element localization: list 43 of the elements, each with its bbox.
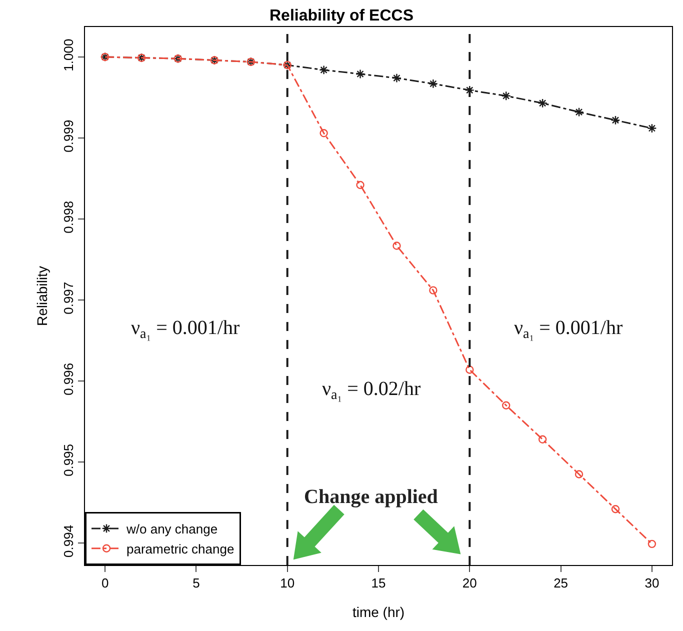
point	[574, 107, 584, 117]
point	[611, 504, 620, 514]
y-tick-label: 0.996	[60, 362, 76, 396]
legend-label: w/o any change	[126, 522, 218, 537]
point	[356, 180, 364, 190]
point	[428, 78, 438, 89]
point	[538, 98, 548, 108]
point	[574, 470, 584, 478]
y-tick-label: 0.994	[60, 524, 76, 558]
y-tick-label: 0.999	[60, 120, 76, 152]
x-tick-label: 0	[101, 576, 109, 591]
point	[464, 85, 474, 95]
x-tick-label: 5	[192, 576, 200, 591]
annotation: ν$_{a₁}$ = 0.001/hr	[131, 317, 240, 342]
annotation: Change applied	[304, 486, 438, 508]
x-tick-label: 10	[280, 576, 295, 591]
x-axis-title: time (hr)	[352, 604, 405, 620]
point	[648, 540, 656, 548]
point	[392, 73, 402, 83]
point	[466, 366, 474, 374]
point	[319, 65, 329, 75]
annotation: ν$_{a₁}$ = 0.02/hr	[322, 378, 421, 404]
chart-title: Reliability of ECCS	[269, 8, 414, 25]
y-axis-title: Reliability	[34, 266, 50, 326]
x-tick-label: 25	[554, 576, 568, 591]
point	[392, 242, 401, 250]
point	[355, 69, 366, 79]
point	[538, 435, 547, 444]
point	[610, 115, 620, 125]
x-tick-label: 20	[462, 576, 477, 591]
y-tick-label: 0.998	[60, 200, 76, 234]
point	[429, 286, 438, 294]
annotation: ν$_{a₁}$ = 0.001/hr	[514, 317, 623, 342]
y-tick-label: 0.997	[60, 282, 76, 314]
legend-label: parametric change	[126, 541, 234, 556]
point	[501, 91, 511, 101]
point	[320, 129, 328, 138]
x-tick-label: 15	[371, 576, 386, 591]
x-tick-label: 30	[644, 576, 660, 591]
y-tick-label: 1.000	[60, 38, 76, 72]
point	[647, 123, 657, 134]
point	[502, 401, 510, 410]
y-tick-label: 0.995	[60, 444, 76, 476]
